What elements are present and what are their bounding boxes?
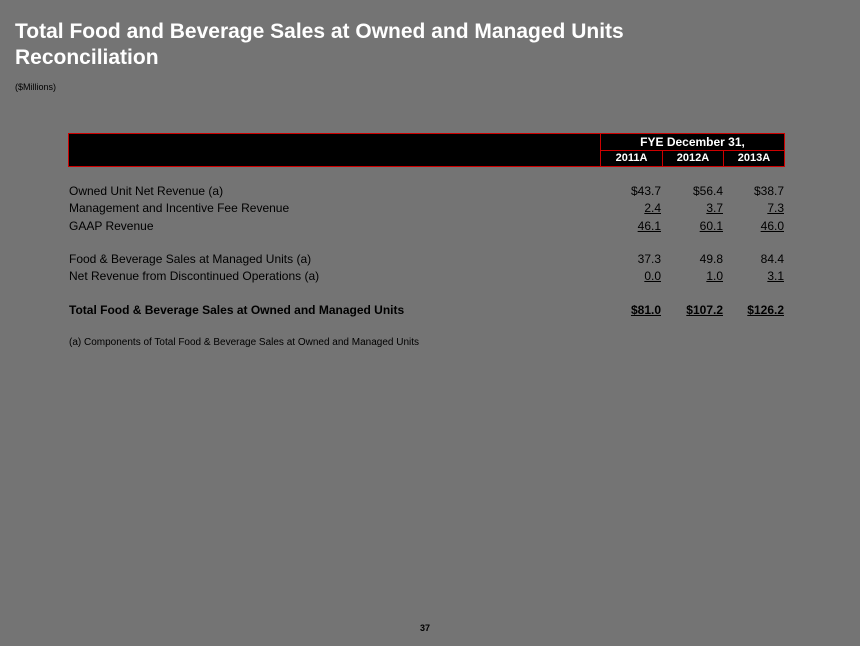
value-2012: $56.4 [692, 184, 723, 198]
value-2011: 2.4 [644, 201, 661, 215]
value-2012: $107.2 [686, 303, 723, 317]
table-row-owned-unit-net-revenue: Owned Unit Net Revenue (a) $43.7 $56.4 $… [69, 183, 785, 199]
value-2013: 84.4 [760, 252, 784, 266]
value-2012: 49.8 [699, 252, 723, 266]
table-row-managed-units-sales: Food & Beverage Sales at Managed Units (… [69, 251, 785, 267]
value-2013: 3.1 [767, 269, 784, 283]
value-2011: $81.0 [630, 303, 661, 317]
table-row-total: Total Food & Beverage Sales at Owned and… [69, 302, 785, 318]
row-label: Management and Incentive Fee Revenue [69, 201, 290, 215]
row-label: Net Revenue from Discontinued Operations… [69, 269, 320, 283]
table-header-bar: FYE December 31, 2011A 2012A 2013A [68, 133, 785, 167]
value-2011: $43.7 [630, 184, 661, 198]
year-header-2011: 2011A [615, 152, 648, 164]
value-2012: 60.1 [699, 219, 723, 233]
value-2012: 1.0 [706, 269, 723, 283]
row-label: Total Food & Beverage Sales at Owned and… [69, 303, 405, 317]
value-2011: 37.3 [637, 252, 661, 266]
year-header-row: 2011A 2012A 2013A [601, 151, 784, 166]
value-2011: 46.1 [637, 219, 661, 233]
row-label: Owned Unit Net Revenue (a) [69, 184, 224, 198]
row-label: GAAP Revenue [69, 219, 154, 233]
value-2013: 7.3 [767, 201, 784, 215]
year-header-2012: 2012A [662, 151, 723, 166]
units-subtitle: ($Millions) [15, 82, 57, 92]
row-label: Food & Beverage Sales at Managed Units (… [69, 252, 312, 266]
value-2013: $126.2 [747, 303, 784, 317]
table-row-discontinued-operations: Net Revenue from Discontinued Operations… [69, 268, 785, 284]
value-2013: 46.0 [760, 219, 784, 233]
period-label: FYE December 31, [601, 134, 784, 151]
year-header-2013: 2013A [723, 151, 784, 166]
footnote: (a) Components of Total Food & Beverage … [69, 337, 420, 348]
fiscal-year-header: FYE December 31, 2011A 2012A 2013A [600, 134, 784, 166]
page-title: Total Food and Beverage Sales at Owned a… [15, 20, 624, 69]
value-2011: 0.0 [644, 269, 661, 283]
page-number: 37 [419, 623, 430, 633]
table-row-management-fee-revenue: Management and Incentive Fee Revenue 2.4… [69, 200, 785, 216]
value-2012: 3.7 [706, 201, 723, 215]
table-row-gaap-revenue: GAAP Revenue 46.1 60.1 46.0 [69, 218, 785, 234]
value-2013: $38.7 [753, 184, 784, 198]
